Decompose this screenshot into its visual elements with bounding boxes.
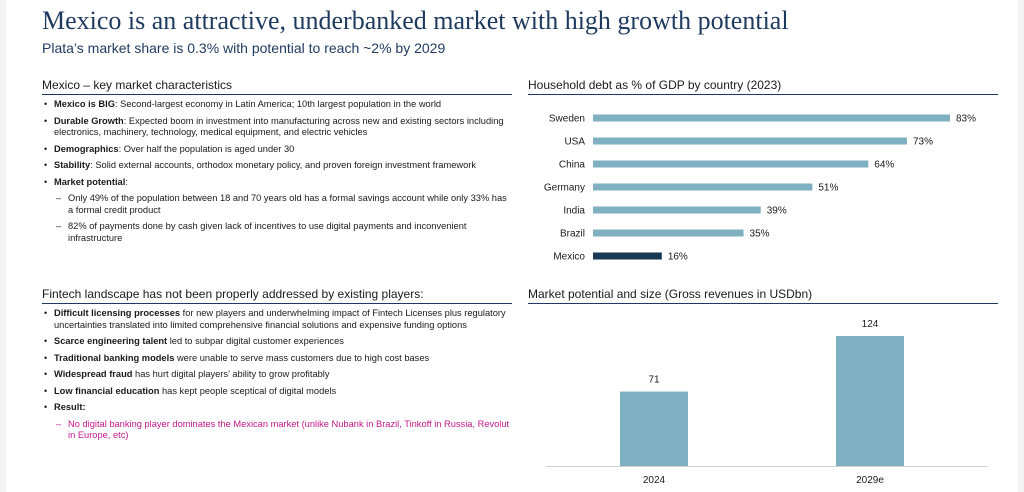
chart1-value-label: 35% xyxy=(750,229,770,240)
list-item-text: : Over half the population is aged under… xyxy=(118,143,295,154)
list-item-text: : Expected boom in investment into manuf… xyxy=(54,115,504,138)
list-item: Mexico is BIG: Second-largest economy in… xyxy=(42,99,512,111)
section-heading-fintech: Fintech landscape has not been properly … xyxy=(42,287,512,304)
chart2-bar xyxy=(836,336,904,466)
list-item-bold: Difficult licensing processes xyxy=(54,308,181,318)
chart1-bar xyxy=(593,183,813,191)
chart1-value-label: 39% xyxy=(767,206,787,217)
chart1-value-label: 73% xyxy=(913,137,933,148)
chart1-category-label: Sweden xyxy=(549,114,585,125)
section-heading-market: Mexico – key market characteristics xyxy=(42,78,512,95)
chart1-bar xyxy=(593,252,662,260)
list-item-bold: Market potential xyxy=(54,176,126,187)
chart1-category-label: Brazil xyxy=(560,229,585,240)
chart2-title: Market potential and size (Gross revenue… xyxy=(528,287,998,304)
list-item-text: : xyxy=(125,176,128,187)
page-title: Mexico is an attractive, underbanked mar… xyxy=(42,6,789,35)
market-potential-chart: 71 2024 124 2029e xyxy=(546,319,988,486)
chart2-category-label: 2029e xyxy=(856,475,884,486)
slide: Mexico is an attractive, underbanked mar… xyxy=(6,0,1018,492)
list-item-bold: Stability xyxy=(54,160,91,170)
market-characteristics-list: Mexico is BIG: Second-largest economy in… xyxy=(42,99,512,249)
list-item-bold: Mexico is BIG xyxy=(54,99,115,109)
list-item: Stability: Solid external accounts, orth… xyxy=(42,160,512,172)
list-item-bold: Demographics xyxy=(54,143,119,154)
chart1-category-label: China xyxy=(559,160,586,171)
chart1-bar xyxy=(593,160,869,168)
list-item: Widespread fraud has hurt digital player… xyxy=(42,369,512,381)
list-item-bold: Durable Growth xyxy=(54,115,124,126)
page-subtitle: Plata’s market share is 0.3% with potent… xyxy=(42,40,446,56)
chart1-bar xyxy=(593,229,744,237)
chart1-bar xyxy=(593,137,907,145)
list-item-text: has hurt digital players’ ability to gro… xyxy=(132,369,330,379)
chart2-bar xyxy=(620,391,688,466)
list-item-bold: Scarce engineering talent xyxy=(54,336,168,346)
list-item-text: : Solid external accounts, orthodox mone… xyxy=(90,160,477,170)
list-subitem: No digital banking player dominates the … xyxy=(42,419,512,442)
list-item: Market potential: xyxy=(42,177,512,189)
chart1-category-label: India xyxy=(563,206,585,217)
list-item: Result: xyxy=(42,402,512,414)
list-subitem: Only 49% of the population between 18 an… xyxy=(42,193,512,216)
list-item-bold: Widespread fraud xyxy=(54,369,133,379)
chart1-value-label: 83% xyxy=(956,114,976,125)
list-item: Durable Growth: Expected boom in investm… xyxy=(42,116,512,139)
chart1-bar xyxy=(593,206,761,214)
household-debt-chart: Sweden 83% USA 73% China 64% Germany 51% India 39… xyxy=(544,114,976,263)
chart1-bar xyxy=(593,114,950,122)
list-item-bold: Low financial education xyxy=(54,385,160,396)
fintech-landscape-list: Difficult licensing processes for new pl… xyxy=(42,308,512,447)
list-item: Scarce engineering talent led to subpar … xyxy=(42,336,512,348)
chart1-value-label: 64% xyxy=(874,160,894,171)
chart1-category-label: Mexico xyxy=(553,252,585,263)
list-item: Demographics: Over half the population i… xyxy=(42,144,512,156)
chart1-value-label: 16% xyxy=(668,252,688,263)
list-item-text: were unable to serve mass customers due … xyxy=(174,352,430,363)
chart2-value-label: 71 xyxy=(648,375,660,386)
chart2-value-label: 124 xyxy=(862,319,879,330)
list-subitem: 82% of payments done by cash given lack … xyxy=(42,221,512,244)
list-item-text: led to subpar digital customer experienc… xyxy=(167,336,344,346)
chart1-category-label: Germany xyxy=(544,183,585,194)
list-item: Difficult licensing processes for new pl… xyxy=(42,308,512,331)
list-item-text: for new players and underwhelming impact… xyxy=(54,308,506,330)
chart1-title: Household debt as % of GDP by country (2… xyxy=(528,78,998,95)
chart1-value-label: 51% xyxy=(818,183,838,194)
list-item: Low financial education has kept people … xyxy=(42,386,512,398)
list-item-bold: Result: xyxy=(54,402,86,412)
list-item-text: : Second-largest economy in Latin Americ… xyxy=(114,99,442,109)
list-item-bold: Traditional banking models xyxy=(54,352,175,363)
list-item: Traditional banking models were unable t… xyxy=(42,353,512,365)
list-item-text: has kept people sceptical of digital mod… xyxy=(159,385,337,396)
chart1-category-label: USA xyxy=(564,137,585,148)
chart2-category-label: 2024 xyxy=(643,475,666,486)
